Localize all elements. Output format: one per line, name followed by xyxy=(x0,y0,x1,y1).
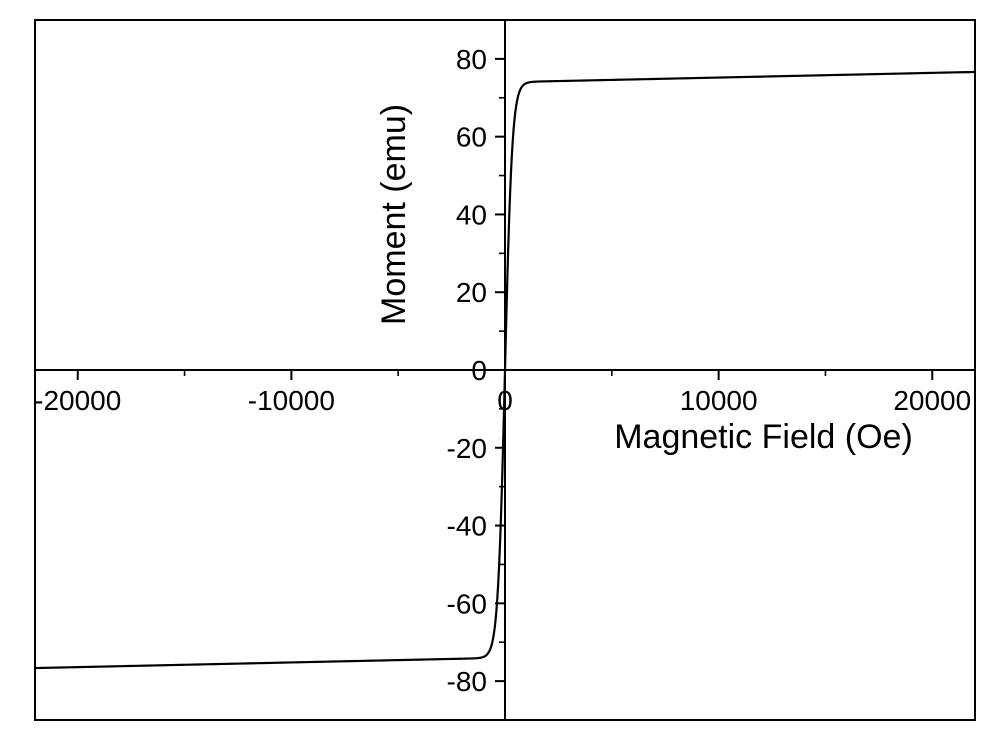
y-tick-label: 60 xyxy=(456,122,487,153)
x-tick-label: -20000 xyxy=(34,385,121,416)
y-tick-label: -60 xyxy=(447,588,487,619)
y-tick-label: -80 xyxy=(447,666,487,697)
y-tick-label: 40 xyxy=(456,199,487,230)
x-axis-label: Magnetic Field (Oe) xyxy=(614,418,913,456)
y-tick-label: -20 xyxy=(447,433,487,464)
y-tick-label: -40 xyxy=(447,511,487,542)
chart-container: -20000-1000001000020000-80-60-40-2002040… xyxy=(0,0,1000,742)
x-tick-label: -10000 xyxy=(248,385,335,416)
hysteresis-chart: -20000-1000001000020000-80-60-40-2002040… xyxy=(0,0,1000,742)
y-tick-label: 20 xyxy=(456,277,487,308)
y-axis-label: Moment (emu) xyxy=(375,104,413,325)
y-tick-label: 80 xyxy=(456,44,487,75)
y-tick-label: 0 xyxy=(471,355,487,386)
x-tick-label: 10000 xyxy=(680,385,758,416)
x-tick-label: 20000 xyxy=(893,385,971,416)
